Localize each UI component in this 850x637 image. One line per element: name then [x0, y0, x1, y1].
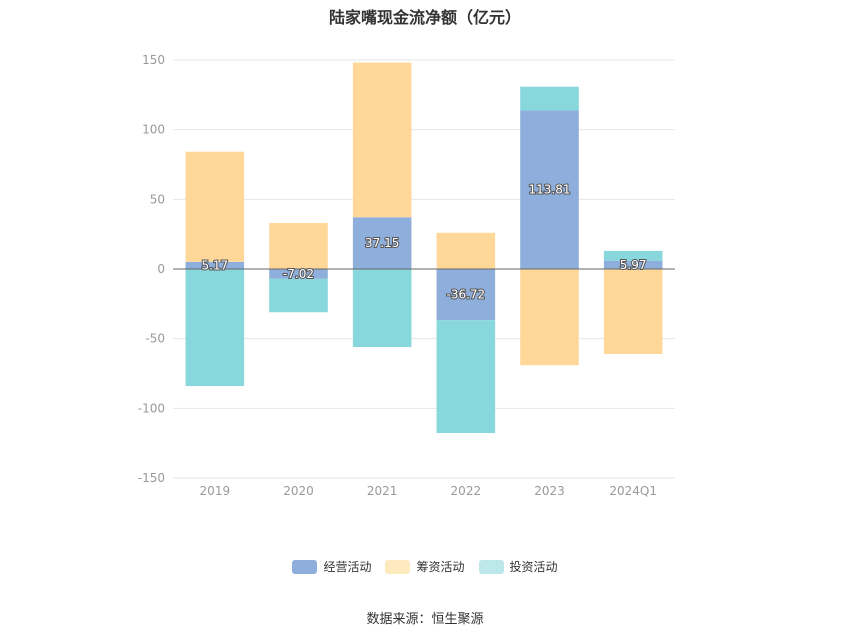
legend-swatch — [478, 559, 504, 574]
data-label: 113.81 — [529, 183, 571, 197]
bars — [185, 62, 663, 434]
data-label: 5.97 — [620, 258, 647, 272]
data-labels: 5.17 -7.02 37.15 -36.72 113.81 5.97 — [200, 182, 647, 303]
data-label: -7.02 — [283, 267, 314, 281]
bar-经营活动-2024Q1 — [603, 260, 663, 269]
bar-经营活动-2019 — [185, 261, 245, 269]
bar-投资活动-2021 — [352, 269, 412, 348]
bar-经营活动-2021 — [352, 217, 412, 269]
bar-投资活动-2022 — [436, 320, 496, 434]
y-tick-label: 150 — [142, 53, 165, 67]
data-label: 5.17 — [201, 258, 228, 272]
bar-筹资活动-2021 — [352, 62, 412, 218]
grid-lines — [173, 59, 675, 479]
chart-title: 陆家嘴现金流净额（亿元） — [328, 8, 521, 27]
y-tick-label: -150 — [138, 471, 165, 485]
legend: 经营活动 筹资活动 投资活动 — [0, 558, 850, 575]
legend-label: 经营活动 — [323, 560, 372, 574]
bar-筹资活动-2024Q1 — [603, 269, 663, 354]
bar-经营活动-2022 — [436, 269, 496, 321]
y-tick-label: -50 — [145, 332, 165, 346]
bar-经营活动-2020 — [269, 269, 328, 279]
x-tick-label: 2020 — [283, 484, 314, 498]
legend-swatch — [292, 559, 318, 574]
legend-item[interactable]: 经营活动 — [292, 558, 371, 575]
x-axis-ticks: 2019 2020 2021 2022 2023 2024Q1 — [200, 484, 657, 498]
bar-筹资活动-2023 — [520, 269, 579, 366]
bar-投资活动-2019 — [185, 269, 245, 387]
bar-投资活动-2020 — [269, 278, 328, 313]
legend-label: 投资活动 — [509, 560, 558, 574]
legend-item[interactable]: 筹资活动 — [385, 558, 465, 575]
bar-经营活动-2023 — [520, 110, 579, 269]
legend-swatch — [385, 559, 411, 574]
y-tick-label: 100 — [142, 123, 165, 137]
y-tick-label: 0 — [157, 262, 165, 276]
data-label: -36.72 — [446, 288, 485, 302]
y-tick-label: -100 — [138, 401, 165, 415]
bar-筹资活动-2020 — [269, 223, 328, 269]
y-tick-label: 50 — [150, 192, 165, 206]
data-label: 37.15 — [365, 236, 399, 250]
x-tick-label: 2022 — [451, 484, 482, 498]
y-axis-ticks: 150 100 50 0 -50 -100 -150 — [138, 53, 165, 485]
x-tick-label: 2024Q1 — [609, 484, 657, 498]
bar-投资活动-2024Q1 — [603, 250, 663, 261]
x-tick-label: 2019 — [200, 484, 231, 498]
zero-axis — [173, 268, 675, 479]
x-tick-label: 2023 — [534, 484, 565, 498]
legend-label: 筹资活动 — [416, 560, 465, 574]
x-tick-label: 2021 — [367, 484, 398, 498]
bar-投资活动-2023 — [520, 86, 579, 111]
bar-筹资活动-2022 — [436, 232, 496, 269]
source-note: 数据来源：恒生聚源 — [366, 612, 484, 627]
legend-item[interactable]: 投资活动 — [478, 558, 558, 575]
bar-筹资活动-2019 — [185, 151, 245, 262]
